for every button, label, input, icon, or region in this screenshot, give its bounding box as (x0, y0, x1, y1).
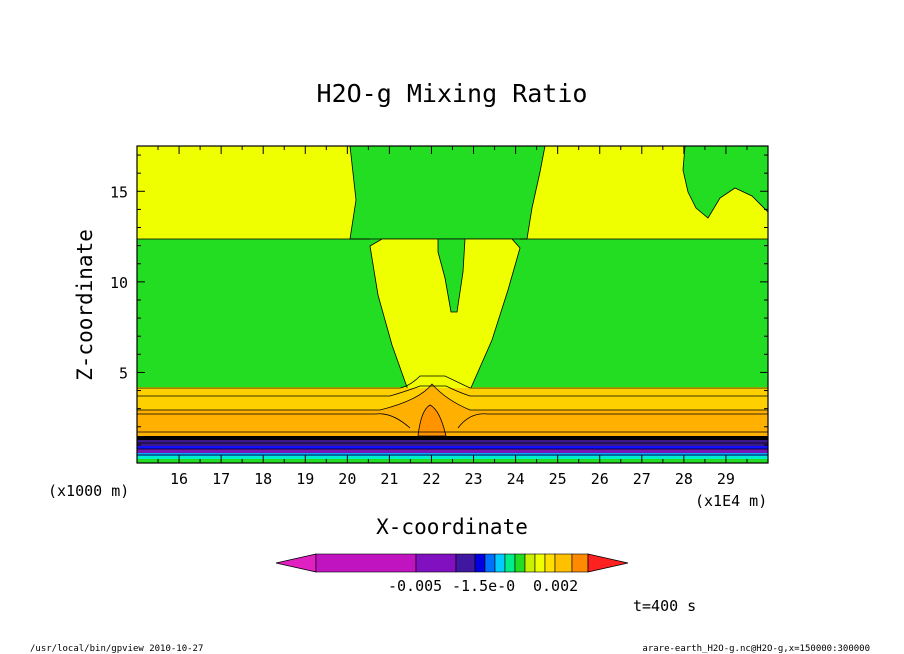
colorbar-cell (415, 553, 457, 573)
x-tick-label: 26 (591, 470, 609, 488)
upper-green-plume (349, 145, 546, 240)
colorbar-cell (315, 553, 417, 573)
colorbar-low-arrow (275, 553, 317, 573)
x-tick-label: 29 (717, 470, 735, 488)
contour-field (136, 145, 769, 464)
dark-orange-bump (417, 404, 447, 437)
colorbar-cell (514, 553, 526, 573)
colorbar-tick-label: -1.5e-0 (452, 577, 515, 595)
footer-left: /usr/local/bin/gpview 2010-10-27 (30, 644, 203, 654)
y-tick-label: 10 (110, 274, 128, 292)
x-unit-label: (x1E4 m) (695, 492, 767, 510)
x-tick-label: 25 (549, 470, 567, 488)
x-tick-label: 24 (507, 470, 525, 488)
x-tick-label: 28 (675, 470, 693, 488)
inner-green-core (437, 238, 466, 313)
x-tick-label: 19 (296, 470, 314, 488)
yellow-updraft (369, 238, 521, 391)
colorbar-tick-label: 0.002 (533, 577, 578, 595)
x-tick-label: 22 (422, 470, 440, 488)
colorbar-cell (534, 553, 546, 573)
colorbar-cell (504, 553, 516, 573)
colorbar-cell (474, 553, 486, 573)
y-axis-label: Z-coordinate (73, 229, 97, 381)
colorbar-tick-label: -0.005 (388, 577, 442, 595)
colorbar-cell (571, 553, 589, 573)
purple-band (137, 449, 768, 453)
x-tick-label: 21 (380, 470, 398, 488)
time-label: t=400 s (633, 597, 696, 615)
blue-band (137, 446, 768, 449)
x-tick-label: 20 (338, 470, 356, 488)
colorbar-high-arrow (587, 553, 629, 573)
footer-right: arare-earth_H2O-g.nc@H2O-g,x=150000:3000… (642, 644, 870, 654)
colorbar (275, 553, 629, 573)
x-tick-label: 18 (254, 470, 272, 488)
black-band (137, 436, 768, 440)
light-blue-band (137, 453, 768, 456)
orange-layer-lower (137, 415, 768, 436)
y-tick-label: 5 (119, 364, 128, 382)
y-tick-label: 15 (110, 183, 128, 201)
colorbar-cell (484, 553, 496, 573)
x-tick-label: 27 (633, 470, 651, 488)
colorbar-cell (544, 553, 556, 573)
x-axis-label: X-coordinate (376, 515, 528, 539)
chart-title: H2O-g Mixing Ratio (317, 79, 588, 108)
colorbar-cell (455, 553, 476, 573)
x-tick-labels: 16 17 18 19 20 21 22 23 24 25 26 27 28 29 (170, 470, 735, 488)
colorbar-cell (554, 553, 573, 573)
cyan-band (137, 456, 768, 459)
x-tick-label: 23 (465, 470, 483, 488)
y-tick-labels: 5 10 15 (110, 183, 128, 382)
x-tick-label: 17 (212, 470, 230, 488)
contour-lines (137, 238, 768, 456)
x-tick-label: 16 (170, 470, 188, 488)
colorbar-cell (524, 553, 536, 573)
y-unit-label: (x1000 m) (48, 482, 129, 500)
y-ticks (137, 154, 768, 464)
x-ticks (136, 146, 769, 463)
colorbar-cell (494, 553, 506, 573)
